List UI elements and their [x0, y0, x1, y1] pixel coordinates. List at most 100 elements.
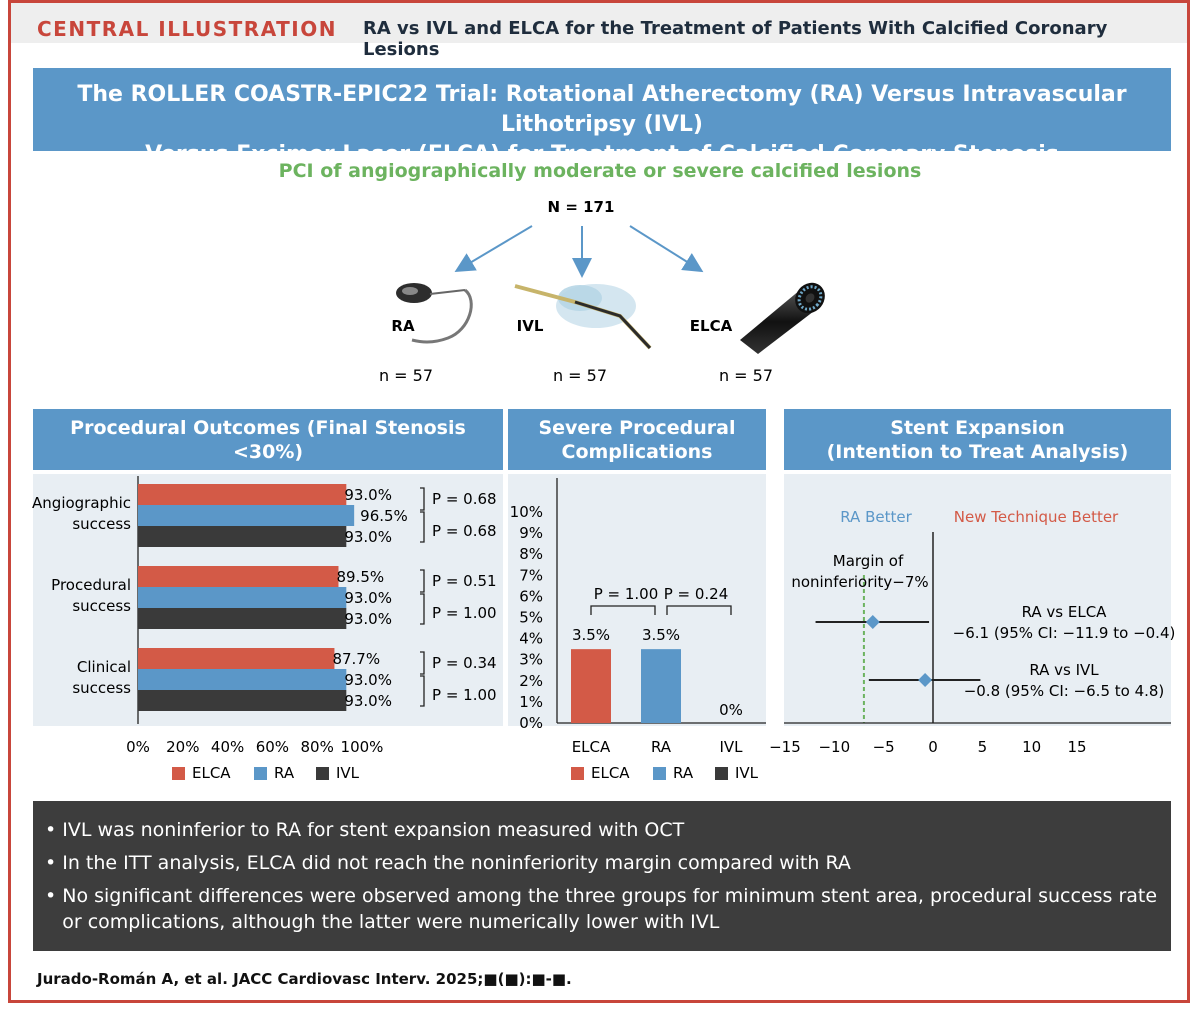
complications-y-tick: 9% — [519, 524, 543, 542]
forest-x-tick: −15 — [769, 738, 801, 756]
outcomes-x-tick: 20% — [166, 738, 199, 756]
p-bracket — [420, 651, 425, 675]
population-subtitle: PCI of angiographically moderate or seve… — [278, 160, 922, 182]
outcomes-legend-label-ra: RA — [274, 764, 295, 782]
citation: Jurado-Román A, et al. JACC Cardiovasc I… — [37, 970, 572, 988]
outcome-bar-elca — [138, 484, 347, 505]
outcomes-x-tick: 0% — [126, 738, 150, 756]
forest-x-tick: 0 — [928, 738, 938, 756]
complications-legend-label-ivl: IVL — [735, 764, 759, 782]
outcome-data-label: 93.0% — [344, 486, 392, 504]
complication-bar-elca — [571, 649, 611, 723]
outcome-bar-ra — [138, 587, 347, 608]
arm-label-ra: RA — [391, 317, 415, 335]
complications-p-value: P = 0.24 — [664, 585, 729, 603]
complications-y-tick: 5% — [519, 609, 543, 627]
outcome-bar-elca — [138, 566, 339, 587]
outcome-p-value: P = 1.00 — [432, 604, 497, 622]
key-findings: • IVL was noninferior to RA for stent ex… — [33, 801, 1171, 951]
complications-y-tick: 0% — [519, 714, 543, 732]
arrow-to-ra — [454, 225, 533, 273]
arm-n-ra: n = 57 — [379, 366, 433, 385]
outcomes-category-label: Procedural — [51, 576, 131, 594]
comparison-estimate: −0.8 (95% CI: −6.5 to 4.8) — [964, 682, 1165, 700]
complications-y-tick: 7% — [519, 566, 543, 584]
outcome-data-label: 93.0% — [344, 692, 392, 710]
complications-y-tick: 6% — [519, 587, 543, 605]
complications-legend-label-elca: ELCA — [591, 764, 630, 782]
stent-panel — [784, 474, 1171, 726]
arm-label-ivl: IVL — [517, 317, 544, 335]
rotablator-burr-icon — [396, 283, 473, 344]
forest-x-tick: 10 — [1022, 738, 1041, 756]
comparison-estimate: −6.1 (95% CI: −11.9 to −0.4) — [953, 624, 1176, 642]
p-bracket — [420, 487, 425, 511]
complications-x-tick: ELCA — [572, 738, 611, 756]
forest-x-tick: 5 — [978, 738, 988, 756]
outcomes-legend-label-ivl: IVL — [336, 764, 360, 782]
arm-n-ivl: n = 57 — [553, 366, 607, 385]
complications-x-tick: RA — [651, 738, 672, 756]
outcomes-category-label: Angiographic — [32, 494, 131, 512]
outcomes-category-label: Clinical — [77, 658, 131, 676]
outcome-bar-ivl — [138, 608, 347, 629]
new-technique-better-label: New Technique Better — [954, 508, 1119, 526]
randomization-diagram: N = 171 RA IVL ELCA n = 57 n = 57 n = 57 — [379, 198, 825, 385]
outcome-data-label: 93.0% — [344, 671, 392, 689]
outcomes-x-tick: 40% — [211, 738, 244, 756]
header-bar: CENTRAL ILLUSTRATION RA vs IVL and ELCA … — [11, 3, 1187, 60]
complications-y-tick: 10% — [510, 503, 543, 521]
outcome-data-label: 89.5% — [336, 568, 384, 586]
outcome-bar-elca — [138, 648, 335, 669]
complications-panel — [508, 474, 766, 726]
p-bracket — [420, 675, 425, 707]
forest-x-tick: −10 — [818, 738, 850, 756]
outcomes-x-tick: 100% — [341, 738, 384, 756]
p-bracket — [590, 605, 656, 615]
total-n: N = 171 — [548, 198, 615, 216]
outcome-p-value: P = 0.34 — [432, 654, 497, 672]
margin-label: Margin of — [833, 552, 904, 570]
ivl-catheter-icon — [514, 284, 652, 350]
finding-3: • No significant differences were observ… — [45, 885, 1158, 933]
complications-legend-swatch-elca — [571, 767, 584, 780]
finding-1: • IVL was noninferior to RA for stent ex… — [45, 819, 685, 841]
complications-x-tick: IVL — [719, 738, 743, 756]
complications-y-tick: 8% — [519, 545, 543, 563]
charts-layer: Angiographic success 93.0% 96.5% 93.0% P = 0.… — [32, 476, 1176, 782]
complication-data-label: 3.5% — [572, 626, 610, 644]
outcome-bar-ivl — [138, 690, 347, 711]
arm-label-elca: ELCA — [690, 317, 733, 335]
complications-p-value: P = 1.00 — [594, 585, 659, 603]
outcome-p-value: P = 0.51 — [432, 572, 497, 590]
outcome-data-label: 93.0% — [344, 528, 392, 546]
trial-title-line-2: Versus Excimer Laser (ELCA) for Treatmen… — [145, 142, 1059, 167]
outcomes-category-label: success — [72, 597, 131, 615]
outcomes-category-label: success — [72, 679, 131, 697]
trial-title-line-1: The ROLLER COASTR-EPIC22 Trial: Rotation… — [77, 82, 1127, 137]
outcome-p-value: P = 0.68 — [432, 490, 497, 508]
outcomes-legend-label-elca: ELCA — [192, 764, 231, 782]
finding-2: • In the ITT analysis, ELCA did not reac… — [45, 852, 851, 874]
trial-title: The ROLLER COASTR-EPIC22 Trial: Rotation… — [33, 68, 1171, 167]
complications-legend-swatch-ivl — [715, 767, 728, 780]
outcome-bar-ra — [138, 669, 347, 690]
outcomes-legend-swatch-ra — [254, 767, 267, 780]
outcomes-category-label: success — [72, 515, 131, 533]
complications-y-tick: 4% — [519, 630, 543, 648]
margin-label: noninferiority−7% — [791, 573, 928, 591]
stent-panel-title: Stent Expansion (Intention to Treat Analy… — [784, 409, 1171, 470]
outcomes-legend-swatch-elca — [172, 767, 185, 780]
outcomes-panel-title: Procedural Outcomes (Final Stenosis <30%… — [33, 409, 503, 470]
forest-x-tick: −5 — [873, 738, 895, 756]
complications-legend-label-ra: RA — [673, 764, 694, 782]
arm-n-elca: n = 57 — [719, 366, 773, 385]
complications-legend-swatch-ra — [653, 767, 666, 780]
p-bracket — [420, 511, 425, 543]
outcome-p-value: P = 0.68 — [432, 522, 497, 540]
outcome-data-label: 93.0% — [344, 610, 392, 628]
p-bracket — [666, 605, 732, 615]
p-bracket — [420, 593, 425, 625]
p-bracket — [420, 569, 425, 593]
complications-panel-title: Severe Procedural Complications — [508, 409, 766, 470]
